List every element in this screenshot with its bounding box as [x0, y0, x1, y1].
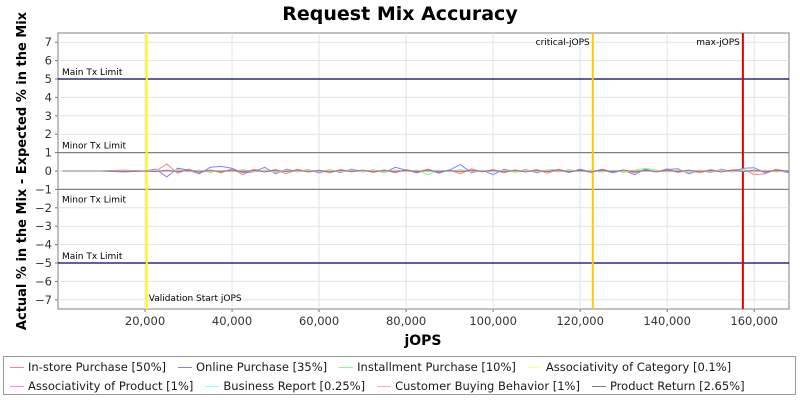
y-tick-label: 5: [45, 72, 52, 86]
legend-swatch: [339, 366, 354, 368]
y-tick-label: −5: [35, 256, 52, 270]
y-tick-label: −4: [35, 238, 52, 252]
marker-line-label: Validation Start jOPS: [149, 294, 242, 304]
legend-item: Business Report [0.25%]: [205, 379, 365, 393]
y-axis-ticks: −7 −6 −5 −4 −3 −2 −1 0 1 2 3 4 5 6 7: [35, 35, 58, 307]
x-tick-label: 160,000: [730, 314, 778, 328]
legend-label: Installment Purchase [10%]: [357, 360, 516, 374]
y-tick-label: 4: [45, 90, 52, 104]
legend-item: In-store Purchase [50%]: [10, 360, 166, 374]
y-tick-label: 3: [45, 109, 52, 123]
legend-swatch: [10, 385, 24, 387]
y-tick-label: 6: [45, 54, 52, 68]
limit-line-label: Main Tx Limit: [62, 68, 123, 78]
legend-item: Associativity of Category [0.1%]: [527, 360, 732, 374]
y-tick-label: −3: [35, 219, 52, 233]
x-tick-label: 140,000: [643, 314, 691, 328]
legend-item: Online Purchase [35%]: [177, 360, 328, 374]
y-tick-label: 1: [45, 146, 52, 160]
x-tick-label: 120,000: [556, 314, 604, 328]
reference-lines: Main Tx Limit Minor Tx Limit Minor Tx Limi…: [58, 33, 789, 309]
y-tick-label: 2: [45, 127, 52, 141]
limit-line-label: Main Tx Limit: [62, 252, 123, 262]
legend-item: Customer Buying Behavior [1%]: [377, 379, 580, 393]
limit-line-label: Minor Tx Limit: [62, 195, 127, 205]
legend-row: In-store Purchase [50%] Online Purchase […: [4, 358, 737, 376]
y-tick-label: −2: [35, 201, 52, 215]
legend-row: Associativity of Product [1%] Business Re…: [4, 377, 751, 395]
series-lines: [62, 163, 790, 178]
legend-swatch: [177, 366, 192, 368]
series-line: [62, 169, 790, 173]
legend-label: Online Purchase [35%]: [195, 360, 328, 374]
x-tick-label: 100,000: [469, 314, 517, 328]
legend-label: Customer Buying Behavior [1%]: [395, 379, 580, 393]
y-tick-label: −7: [35, 293, 52, 307]
x-tick-label: 60,000: [299, 314, 339, 328]
legend-label: Associativity of Product [1%]: [28, 379, 194, 393]
legend-swatch: [205, 385, 220, 387]
legend-item: Installment Purchase [10%]: [339, 360, 516, 374]
y-tick-label: 7: [45, 35, 52, 49]
legend-item: Product Return [2.65%]: [591, 379, 745, 393]
chart-legend: In-store Purchase [50%] Online Purchase […: [3, 356, 796, 395]
x-tick-label: 40,000: [212, 314, 252, 328]
y-tick-label: 0: [45, 164, 52, 178]
limit-line-label: Minor Tx Limit: [62, 142, 127, 152]
legend-label: Associativity of Category [0.1%]: [545, 360, 732, 374]
marker-line-label: max-jOPS: [696, 38, 740, 48]
x-axis-label: jOPS: [403, 333, 441, 349]
y-tick-label: −1: [35, 182, 52, 196]
legend-swatch: [591, 385, 606, 387]
legend-label: Business Report [0.25%]: [223, 379, 366, 393]
legend-swatch: [527, 366, 542, 368]
chart-title: Request Mix Accuracy: [282, 3, 518, 25]
y-tick-label: −6: [35, 274, 52, 288]
x-axis-ticks: 20,000 40,000 60,000 80,000 100,000 120,000 14…: [125, 309, 778, 328]
x-tick-label: 20,000: [125, 314, 165, 328]
legend-item: Associativity of Product [1%]: [10, 379, 193, 393]
x-tick-label: 80,000: [386, 314, 426, 328]
legend-swatch: [10, 366, 24, 368]
legend-label: In-store Purchase [50%]: [28, 360, 166, 374]
y-axis-label: Actual % in the Mix - Expected % in the …: [15, 11, 30, 330]
legend-swatch: [377, 385, 392, 387]
legend-label: Product Return [2.65%]: [609, 379, 745, 393]
marker-line-label: critical-jOPS: [536, 38, 590, 48]
